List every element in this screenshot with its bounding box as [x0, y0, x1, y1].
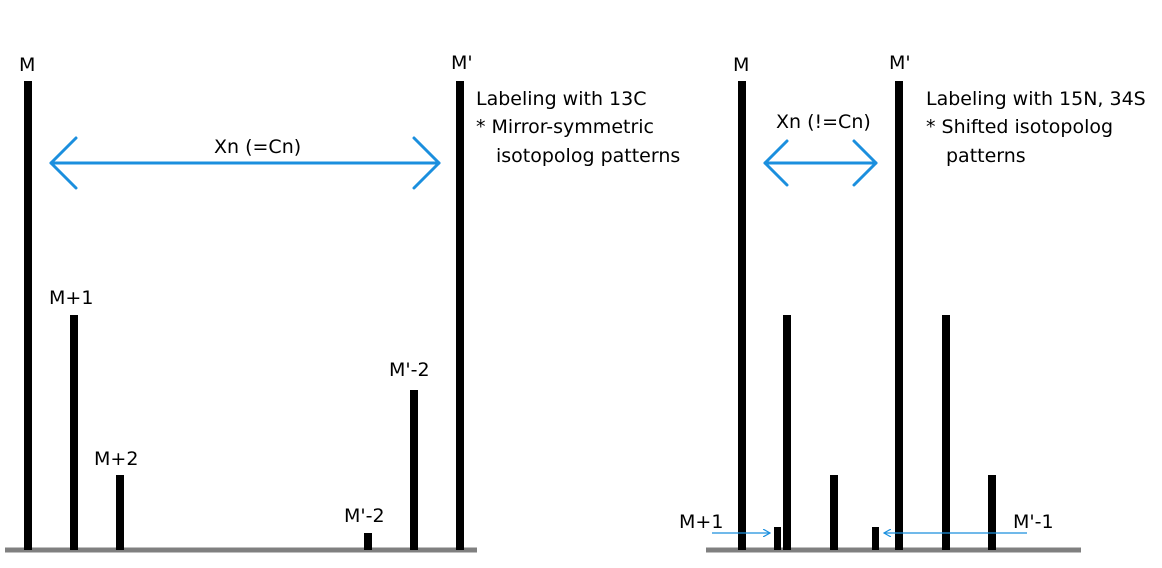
right-note-line-1: Labeling with 15N, 34S	[926, 88, 1146, 110]
right-peak-m-bar	[738, 81, 746, 550]
right-peak-m-prime-label: M'	[889, 52, 911, 74]
left-note-line-2: * Mirror-symmetric	[476, 116, 654, 138]
left-peak-m-prime-minus-2-small-bar	[364, 533, 372, 550]
left-arrow-label: Xn (=Cn)	[214, 136, 301, 158]
right-peak-m-prime-minus-1-bar	[872, 527, 879, 550]
right-peak-6-bar	[988, 475, 996, 550]
right-peak-3-bar	[830, 475, 838, 550]
right-peak-m-label: M	[733, 54, 749, 76]
left-peak-m-prime-minus-2-large-label: M'-2	[389, 359, 430, 381]
right-peak-2-bar	[783, 315, 791, 550]
right-peak-m-prime-minus-1-label: M'-1	[1013, 511, 1054, 533]
right-peak-5-bar	[942, 315, 950, 550]
left-peak-m-plus-1-bar	[70, 315, 78, 550]
left-panel: M M' M+1 M+2 M'-2 M'-2 Xn (=Cn) Labeling…	[5, 52, 680, 553]
left-peak-m-prime-bar	[456, 81, 464, 550]
right-arrow-label: Xn (!=Cn)	[776, 111, 871, 133]
left-peak-m-plus-2-bar	[116, 475, 124, 550]
left-peak-m-prime-label: M'	[451, 52, 473, 74]
left-peak-m-prime-minus-2-small-label: M'-2	[344, 505, 385, 527]
right-note-line-3: patterns	[946, 145, 1026, 167]
left-note-line-1: Labeling with 13C	[476, 88, 646, 110]
right-note-line-2: * Shifted isotopolog	[926, 116, 1113, 138]
left-note-line-3: isotopolog patterns	[496, 145, 680, 167]
right-peak-m-prime-bar	[895, 81, 903, 550]
right-double-arrow	[763, 139, 878, 187]
right-peak-m-plus-1-label: M+1	[679, 511, 723, 533]
left-peak-m-bar	[24, 81, 32, 550]
left-peak-m-prime-minus-2-large-bar	[410, 390, 418, 550]
left-double-arrow	[49, 136, 441, 190]
right-panel: M M' Xn (!=Cn) Labeling with 15N, 34S * …	[679, 52, 1146, 553]
left-peak-m-plus-1-label: M+1	[49, 287, 93, 309]
left-peak-m-label: M	[19, 54, 35, 76]
left-peak-m-plus-2-label: M+2	[94, 448, 138, 470]
right-peak-m-plus-1-bar	[774, 527, 781, 550]
